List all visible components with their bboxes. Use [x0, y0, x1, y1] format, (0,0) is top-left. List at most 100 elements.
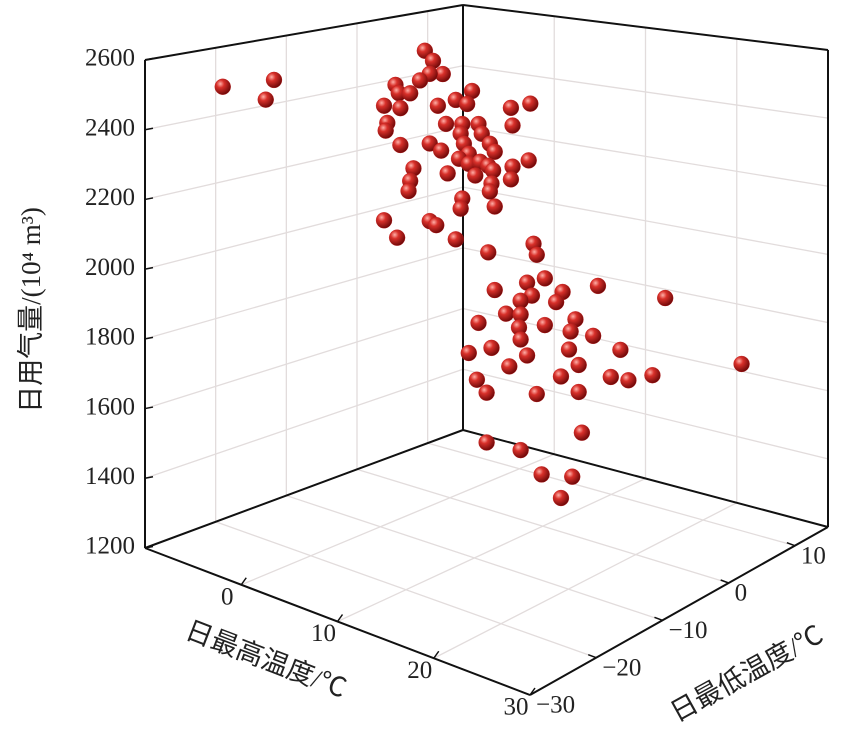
y-tick-label: 10 — [801, 542, 826, 569]
z-tick-label: 2400 — [85, 114, 135, 141]
frame — [144, 4, 829, 696]
point — [512, 331, 529, 348]
z-axis-title: 日用气量/(10⁴ m³) — [16, 207, 46, 413]
point — [560, 341, 578, 358]
z-tick-label: 1200 — [85, 533, 135, 560]
grid-line — [433, 502, 738, 659]
point — [388, 229, 406, 246]
grid-line — [144, 125, 464, 201]
x-tick-label: 0 — [221, 583, 234, 610]
tick-mark — [786, 541, 796, 547]
point — [411, 72, 429, 89]
point — [564, 468, 581, 485]
point — [400, 182, 417, 200]
point — [501, 358, 518, 375]
point — [447, 231, 464, 248]
point — [432, 142, 450, 159]
z-tick-label: 2200 — [85, 184, 135, 211]
point — [612, 341, 629, 359]
point — [439, 165, 456, 182]
point — [481, 183, 499, 200]
tick-mark — [433, 650, 440, 659]
point — [486, 198, 503, 215]
tick-mark — [521, 691, 531, 696]
z-tick-label: 1800 — [85, 324, 135, 351]
point — [573, 424, 591, 441]
point — [547, 293, 565, 311]
point — [377, 122, 394, 139]
axis-line — [462, 4, 829, 51]
tick-mark — [529, 687, 536, 696]
grid-line — [144, 368, 464, 479]
tick-mark — [336, 614, 344, 622]
point — [478, 434, 495, 451]
tick-mark — [654, 616, 663, 622]
point — [518, 347, 536, 364]
point — [552, 368, 570, 385]
point — [428, 217, 445, 234]
tick-mark — [240, 577, 247, 586]
point — [536, 316, 553, 334]
tick-mark — [144, 197, 154, 201]
point — [478, 384, 495, 401]
point — [533, 466, 550, 483]
y-tick-label: 0 — [735, 580, 748, 607]
z-tick-label: 2600 — [85, 45, 135, 72]
grid-line — [144, 186, 464, 270]
points — [214, 42, 750, 507]
axis-line — [144, 429, 464, 549]
point — [562, 323, 579, 340]
point — [570, 383, 587, 401]
point — [620, 372, 637, 389]
x-tick-label: 10 — [311, 620, 336, 647]
tick-mark — [587, 653, 597, 659]
point — [536, 270, 553, 287]
point — [265, 71, 283, 89]
point — [584, 327, 602, 344]
point — [460, 344, 477, 362]
z-tick-label: 1600 — [85, 393, 135, 420]
tick-mark — [720, 579, 729, 584]
axis-line — [529, 526, 829, 696]
point — [459, 95, 476, 113]
tick-mark — [144, 336, 154, 340]
point — [214, 78, 231, 95]
tick-mark — [144, 57, 154, 61]
y-tick-label: −30 — [536, 692, 575, 719]
z-tick-label: 2000 — [85, 254, 135, 281]
point — [257, 91, 274, 108]
grid-line — [240, 453, 555, 586]
grid-line — [144, 307, 464, 410]
tick-mark — [144, 406, 154, 410]
point — [602, 368, 619, 386]
point — [497, 305, 515, 322]
point — [429, 97, 447, 114]
point — [644, 367, 661, 384]
tick-mark — [144, 266, 154, 270]
point — [437, 115, 455, 133]
z-tick-label: 1400 — [85, 463, 135, 490]
point — [402, 85, 419, 102]
tick-mark — [144, 127, 154, 131]
y-tick-label: −10 — [668, 617, 707, 644]
point — [552, 489, 570, 507]
point — [486, 281, 503, 299]
y-tick-label: −20 — [602, 654, 641, 681]
x-tick-label: 20 — [407, 657, 432, 684]
point — [375, 212, 393, 229]
point — [467, 167, 484, 184]
point — [589, 277, 607, 295]
grid-line — [144, 247, 464, 340]
point — [480, 244, 497, 261]
point — [502, 171, 520, 188]
point — [468, 371, 486, 388]
x-tick-label: 30 — [504, 694, 529, 721]
point — [483, 339, 500, 357]
point — [502, 99, 520, 116]
grid-line — [337, 477, 646, 623]
point — [528, 385, 545, 403]
point — [470, 314, 487, 332]
point — [733, 355, 750, 373]
point — [512, 441, 529, 459]
point — [520, 152, 537, 169]
